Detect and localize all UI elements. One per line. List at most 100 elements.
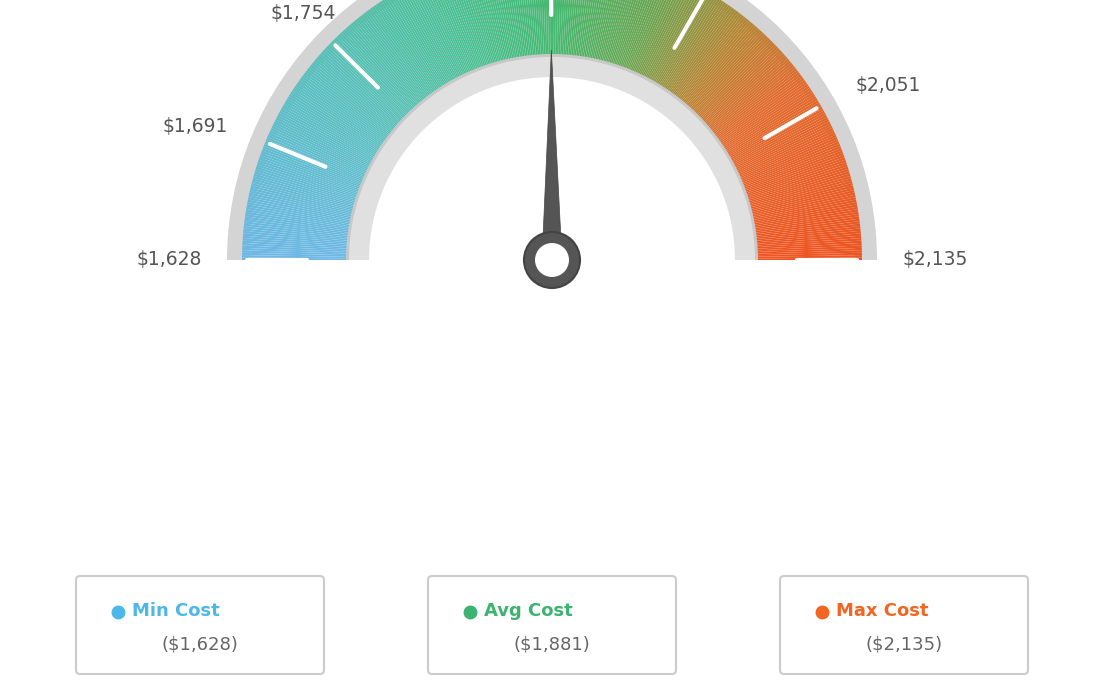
Wedge shape [487,0,512,70]
Wedge shape [744,209,858,230]
Wedge shape [735,152,843,194]
Wedge shape [243,236,358,246]
Wedge shape [745,219,860,235]
Wedge shape [266,139,372,186]
Wedge shape [735,155,845,195]
Wedge shape [306,70,397,141]
Wedge shape [261,152,369,194]
Wedge shape [479,0,508,70]
Text: $1,691: $1,691 [163,117,229,137]
Wedge shape [734,150,842,193]
Wedge shape [599,0,629,71]
Wedge shape [584,0,605,68]
Wedge shape [243,228,358,242]
Text: Min Cost: Min Cost [132,602,220,620]
Wedge shape [691,43,775,124]
Wedge shape [368,9,437,103]
Wedge shape [571,0,584,66]
Wedge shape [244,224,359,239]
FancyBboxPatch shape [428,576,676,674]
Wedge shape [567,0,578,66]
Wedge shape [645,0,701,89]
Wedge shape [288,96,386,158]
Wedge shape [257,162,367,199]
Wedge shape [587,0,611,68]
Wedge shape [633,0,682,83]
Wedge shape [698,53,785,131]
Wedge shape [609,0,646,74]
Wedge shape [732,141,839,187]
Wedge shape [332,39,415,122]
Wedge shape [263,146,371,190]
Wedge shape [563,0,572,66]
Wedge shape [256,166,367,203]
Wedge shape [572,0,586,66]
Wedge shape [585,0,607,68]
Wedge shape [707,72,800,143]
Wedge shape [683,31,763,117]
Wedge shape [259,155,369,195]
Wedge shape [352,21,427,110]
Wedge shape [715,90,813,155]
Wedge shape [380,1,445,98]
Wedge shape [686,34,766,119]
Wedge shape [460,0,496,74]
Wedge shape [697,51,783,130]
Wedge shape [739,169,849,204]
Wedge shape [714,88,811,153]
Wedge shape [731,137,838,184]
Wedge shape [349,57,755,260]
Text: ($2,135): ($2,135) [866,635,943,654]
Wedge shape [304,72,397,143]
FancyBboxPatch shape [781,576,1028,674]
Wedge shape [638,0,691,86]
Wedge shape [405,0,460,88]
Wedge shape [475,0,505,71]
Wedge shape [746,236,861,246]
Wedge shape [581,0,601,68]
Wedge shape [701,61,790,136]
Wedge shape [308,66,400,139]
Wedge shape [596,0,625,70]
Wedge shape [477,0,507,71]
Wedge shape [605,0,638,72]
Wedge shape [246,204,360,226]
Wedge shape [399,0,457,90]
Wedge shape [396,0,455,91]
Wedge shape [358,17,432,108]
Wedge shape [608,0,644,74]
Wedge shape [746,233,861,245]
Wedge shape [649,0,708,91]
Wedge shape [625,0,670,80]
Wedge shape [245,217,359,234]
Wedge shape [394,0,454,92]
Wedge shape [458,0,495,74]
Wedge shape [746,246,862,253]
Wedge shape [620,0,664,78]
Wedge shape [602,0,634,72]
Text: $1,628: $1,628 [137,250,202,270]
Wedge shape [343,29,422,116]
Wedge shape [712,81,807,149]
Wedge shape [721,104,821,164]
Wedge shape [372,6,439,101]
Wedge shape [470,0,502,72]
Wedge shape [499,0,520,68]
Wedge shape [745,221,860,237]
Wedge shape [468,0,500,72]
Wedge shape [611,0,648,75]
Wedge shape [746,238,861,248]
Wedge shape [412,0,465,86]
Wedge shape [351,23,426,112]
Wedge shape [264,144,371,188]
Polygon shape [542,50,562,260]
Wedge shape [388,0,450,95]
Wedge shape [669,12,740,105]
Wedge shape [641,0,697,88]
Wedge shape [307,68,399,141]
Wedge shape [311,62,402,137]
Wedge shape [705,68,797,141]
Wedge shape [728,126,832,177]
Wedge shape [267,135,373,183]
Wedge shape [337,36,417,120]
